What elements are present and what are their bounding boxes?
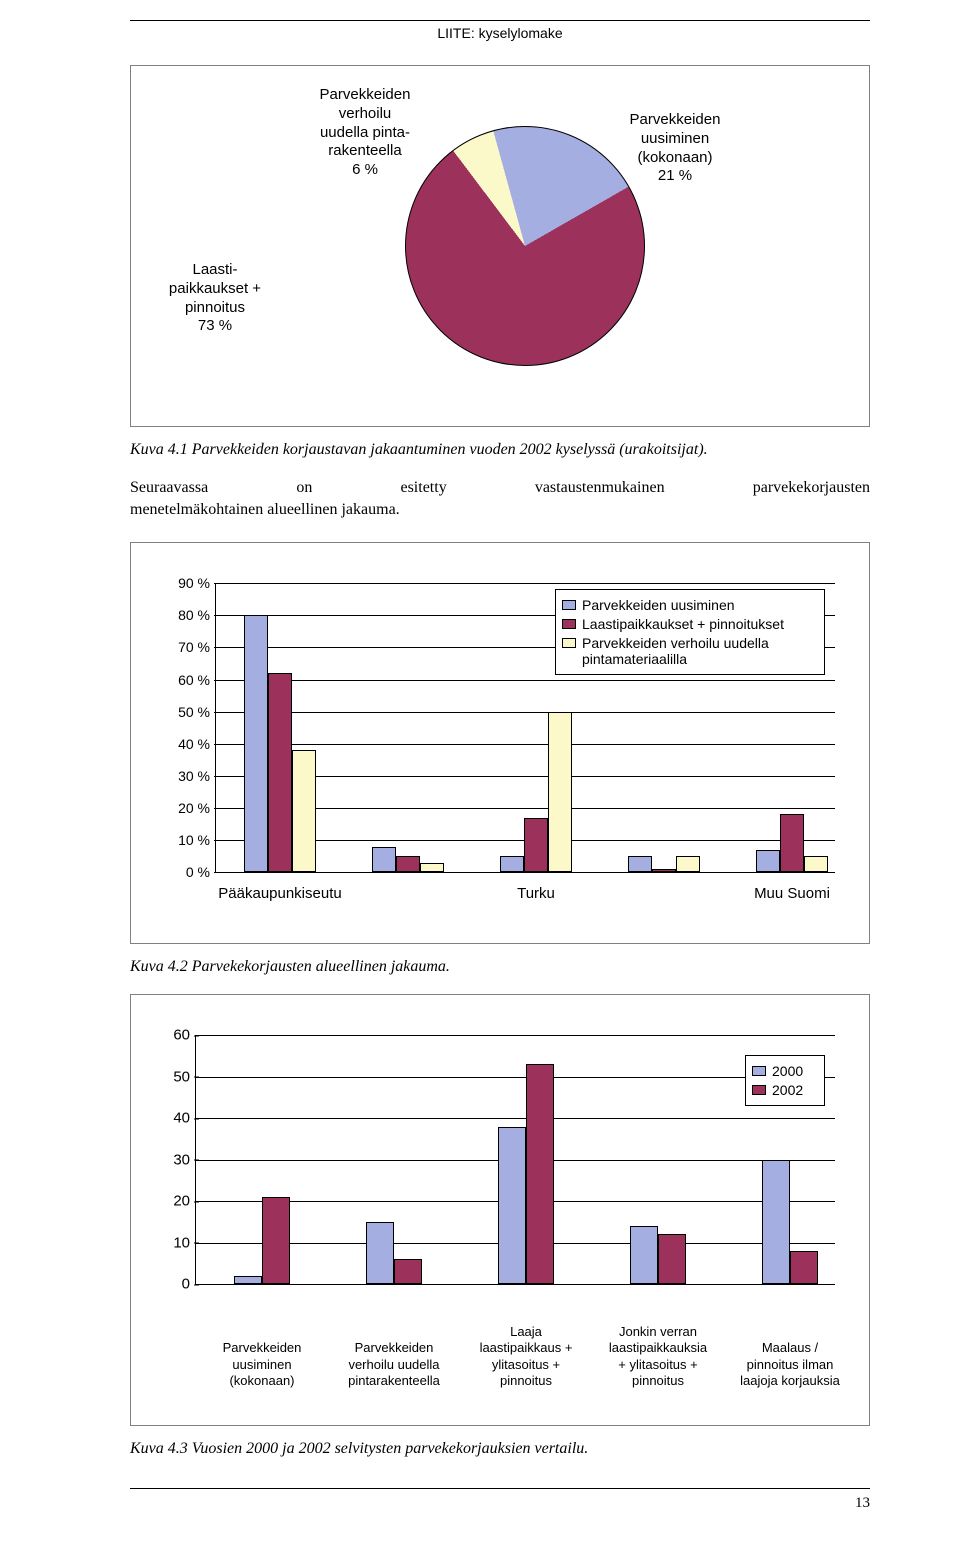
paragraph-1-line1: Seuraavassa on esitetty vastaustenmukain… — [130, 477, 870, 499]
y-tick: 30 % — [166, 768, 210, 784]
x-label: Pääkaupunkiseutu — [200, 885, 360, 902]
legend-label: 2000 — [772, 1063, 803, 1079]
bar — [268, 673, 292, 872]
legend-swatch — [562, 638, 576, 648]
bar-chart-2-box: 0 % 10 % 20 % 30 % 40 % 50 % 60 % 70 % 80 % 90 % P… — [130, 542, 870, 944]
y-tick: 70 % — [166, 639, 210, 655]
bar-cluster — [366, 1035, 422, 1284]
bar — [526, 1064, 554, 1284]
y-tick: 80 % — [166, 607, 210, 623]
legend-label: Parvekkeiden verhoilu uudella pintamater… — [582, 635, 818, 667]
caption-4-3: Kuva 4.3 Vuosien 2000 ja 2002 selvityste… — [130, 1440, 870, 1458]
y-tick: 20 % — [166, 800, 210, 816]
bar — [262, 1197, 290, 1284]
bar-cluster — [372, 583, 444, 872]
bar — [628, 856, 652, 872]
page-number: 13 — [130, 1488, 870, 1512]
x-label: Turku — [456, 885, 616, 902]
bar — [762, 1160, 790, 1285]
pie-label: Laasti-paikkaukset +pinnoitus73 % — [145, 261, 285, 336]
y-tick: 30 — [162, 1151, 190, 1168]
x-label: Jonkin verranlaastipaikkauksia+ ylitasoi… — [594, 1324, 722, 1389]
bar — [676, 856, 700, 872]
y-tick: 0 % — [166, 864, 210, 880]
y-tick: 60 % — [166, 672, 210, 688]
bar — [548, 712, 572, 873]
y-tick: 90 % — [166, 575, 210, 591]
y-tick: 10 — [162, 1234, 190, 1251]
y-tick: 0 — [162, 1276, 190, 1293]
bar-cluster — [630, 1035, 686, 1284]
bar — [780, 814, 804, 872]
bar — [790, 1251, 818, 1284]
legend: Parvekkeiden uusiminen Laastipaikkaukset … — [555, 589, 825, 675]
caption-4-2: Kuva 4.2 Parvekekorjausten alueellinen j… — [130, 958, 870, 976]
bar — [658, 1234, 686, 1284]
bar — [804, 856, 828, 872]
bar — [372, 847, 396, 873]
legend-swatch — [752, 1085, 766, 1095]
legend-label: Parvekkeiden uusiminen — [582, 597, 735, 613]
bar — [500, 856, 524, 872]
y-tick: 40 % — [166, 736, 210, 752]
bar — [366, 1222, 394, 1284]
legend-item: Laastipaikkaukset + pinnoitukset — [562, 616, 818, 632]
legend-label: Laastipaikkaukset + pinnoitukset — [582, 616, 784, 632]
bar-chart-3-box: 0 10 20 30 40 50 60 Parvekkeidenuusiminen(kokon… — [130, 994, 870, 1426]
legend-swatch — [562, 619, 576, 629]
bar — [244, 615, 268, 872]
y-tick: 10 % — [166, 832, 210, 848]
legend-item: Parvekkeiden uusiminen — [562, 597, 818, 613]
pie-label: Parvekkeidenuusiminen(kokonaan)21 % — [605, 111, 745, 186]
bar-chart-2-plot: 0 %10 %20 %30 %40 %50 %60 %70 %80 %90 %P… — [215, 583, 835, 873]
legend-item: Parvekkeiden verhoilu uudella pintamater… — [562, 635, 818, 667]
bar-chart-3-plot: 0102030405060Parvekkeidenuusiminen(kokon… — [195, 1035, 835, 1285]
legend: 2000 2002 — [745, 1055, 825, 1106]
y-tick: 40 — [162, 1110, 190, 1127]
y-tick: 50 % — [166, 704, 210, 720]
y-tick: 50 — [162, 1068, 190, 1085]
bar — [652, 869, 676, 872]
x-label: Laajalaastipaikkaus +ylitasoitus +pinnoi… — [462, 1324, 590, 1389]
page-header: LIITE: kyselylomake — [130, 20, 870, 41]
x-label: Parvekkeidenuusiminen(kokonaan) — [198, 1340, 326, 1389]
x-label: Muu Suomi — [712, 885, 872, 902]
bar — [420, 863, 444, 873]
bar — [524, 818, 548, 873]
bar — [756, 850, 780, 872]
legend-item: 2002 — [752, 1082, 818, 1098]
paragraph-1-line2: menetelmäkohtainen alueellinen jakauma. — [130, 499, 870, 521]
x-label: Parvekkeidenverhoilu uudellapintarakente… — [330, 1340, 458, 1389]
x-label: Maalaus /pinnoitus ilmanlaajoja korjauks… — [726, 1340, 854, 1389]
bar — [234, 1276, 262, 1284]
pie-label: Parvekkeidenverhoiluuudella pinta-rakent… — [295, 86, 435, 180]
caption-4-1: Kuva 4.1 Parvekkeiden korjaustavan jakaa… — [130, 441, 870, 459]
paragraph-1: Seuraavassa on esitetty vastaustenmukain… — [130, 477, 870, 520]
legend-swatch — [562, 600, 576, 610]
legend-label: 2002 — [772, 1082, 803, 1098]
y-tick: 20 — [162, 1193, 190, 1210]
bar-cluster — [244, 583, 316, 872]
legend-swatch — [752, 1066, 766, 1076]
bar — [498, 1127, 526, 1285]
pie-chart-box: Parvekkeidenverhoiluuudella pinta-rakent… — [130, 65, 870, 427]
y-tick: 60 — [162, 1027, 190, 1044]
legend-item: 2000 — [752, 1063, 818, 1079]
bar — [292, 750, 316, 872]
bar-cluster — [234, 1035, 290, 1284]
bar — [394, 1259, 422, 1284]
bar-cluster — [498, 1035, 554, 1284]
bar — [396, 856, 420, 872]
bar — [630, 1226, 658, 1284]
